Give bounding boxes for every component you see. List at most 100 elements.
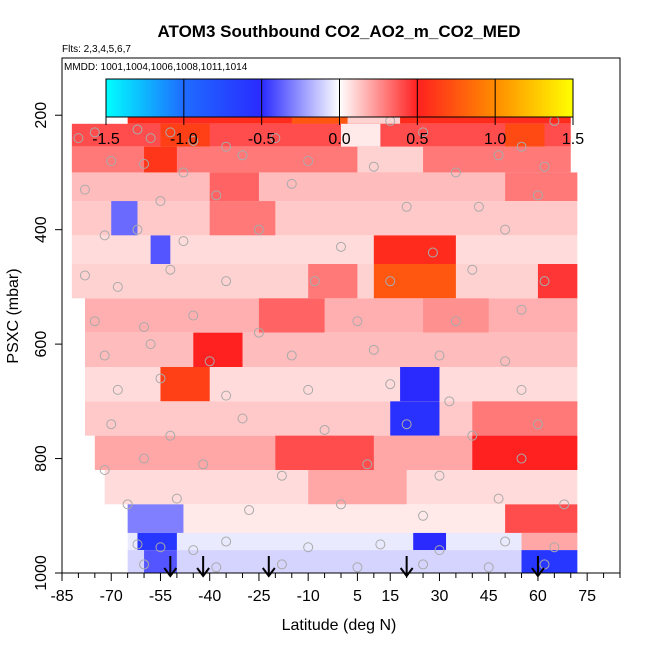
heatmap-cell — [209, 201, 276, 236]
heatmap-cell — [71, 201, 578, 236]
observation-point — [253, 224, 264, 235]
y-tick-label: 800 — [33, 445, 50, 472]
flight-arrow-head — [163, 567, 178, 578]
observation-point — [139, 158, 150, 169]
x-tick-label: -25 — [247, 588, 270, 605]
heatmap-cell — [160, 367, 210, 402]
observation-point — [165, 430, 176, 441]
x-tick-label: 60 — [529, 588, 547, 605]
observation-point — [89, 316, 100, 327]
observation-point — [79, 184, 90, 195]
observation-point — [434, 545, 445, 556]
heatmap-cell — [258, 298, 325, 333]
x-tick-label: 75 — [578, 588, 596, 605]
heatmap-cell — [505, 172, 578, 202]
observation-point — [493, 150, 504, 161]
observation-point — [532, 419, 543, 430]
observation-point — [559, 499, 570, 510]
observation-point — [112, 281, 123, 292]
observation-point — [434, 350, 445, 361]
heatmap-cell — [400, 367, 440, 402]
observation-points — [73, 115, 570, 573]
x-tick-label: 5 — [353, 588, 362, 605]
observation-point — [276, 470, 287, 481]
observation-point — [352, 562, 363, 573]
x-tick-label: -85 — [50, 588, 73, 605]
colorbar-ticks: -1.5 -1.0 -0.5 0.0 0.5 1.0 1.5 — [92, 79, 584, 148]
observation-point — [319, 424, 330, 435]
observation-point — [483, 562, 494, 573]
colorbar: -1.5 -1.0 -0.5 0.0 0.5 1.0 1.5 — [92, 78, 584, 148]
observation-point — [139, 321, 150, 332]
x-tick-label: -10 — [297, 588, 320, 605]
observation-point — [467, 264, 478, 275]
x-axis: -85 -70 -55 -40 -25 -10 5 15 30 45 60 75 — [50, 573, 621, 605]
observation-point — [303, 542, 314, 553]
observation-point — [99, 350, 110, 361]
colorbar-tick-label: -0.5 — [248, 131, 276, 148]
heatmap-cell — [308, 264, 358, 299]
y-tick-label: 200 — [33, 102, 50, 129]
observation-point — [532, 190, 543, 201]
observation-point — [309, 276, 320, 287]
x-tick-label: 30 — [431, 588, 449, 605]
heatmap-cell — [472, 435, 578, 470]
chart-title: ATOM3 Southbound CO2_AO2_m_CO2_MED — [157, 22, 520, 41]
flights-note: Flts: 2,3,4,5,6,7 — [62, 44, 131, 55]
observation-point — [473, 201, 484, 212]
observation-point — [204, 356, 215, 367]
observation-point — [237, 413, 248, 424]
observation-point — [450, 167, 461, 178]
flight-arrow-head — [261, 567, 276, 578]
observation-point — [188, 135, 199, 146]
observation-point — [155, 196, 166, 207]
observation-point — [79, 270, 90, 281]
y-tick-label: 600 — [33, 331, 50, 358]
observation-point — [99, 230, 110, 241]
observation-point — [418, 510, 429, 521]
observation-point — [368, 161, 379, 172]
heatmap-cell — [390, 401, 440, 436]
heatmap-cell — [505, 123, 545, 147]
heatmap-cell — [127, 550, 578, 573]
observation-point — [188, 310, 199, 321]
observation-point — [145, 133, 156, 144]
observation-point — [516, 384, 527, 395]
observation-point — [237, 150, 248, 161]
observation-point — [467, 430, 478, 441]
heatmap-cell — [275, 435, 374, 470]
observation-point — [516, 453, 527, 464]
x-tick-label: -40 — [198, 588, 221, 605]
observation-point — [418, 559, 429, 570]
observation-point — [516, 141, 527, 152]
observation-point — [165, 127, 176, 138]
observation-point — [139, 559, 150, 570]
heatmap-cell — [521, 550, 578, 573]
colorbar-tick-label: 1.5 — [562, 131, 584, 148]
colorbar-tick-label: 0.0 — [328, 131, 350, 148]
observation-point — [418, 127, 429, 138]
observation-point — [106, 156, 117, 166]
observation-point — [89, 127, 100, 138]
flight-arrow-head — [196, 567, 210, 578]
observation-point — [401, 419, 412, 430]
heatmap-cell — [537, 264, 578, 299]
flight-arrow — [261, 556, 276, 578]
heatmap-cell — [150, 235, 171, 264]
colorbar-tick-label: -1.0 — [170, 131, 198, 148]
heatmap-cell — [373, 264, 456, 299]
heatmap-cell — [521, 532, 578, 551]
observation-point — [450, 316, 461, 327]
x-tick-label: 45 — [480, 588, 498, 605]
heatmap-cell — [341, 123, 381, 147]
observation-point — [198, 459, 209, 470]
heatmap-cell — [71, 172, 578, 202]
heatmap-cell — [144, 146, 177, 173]
heatmap-cell — [84, 367, 578, 402]
heatmap-cell — [84, 298, 578, 333]
observation-point — [132, 224, 143, 235]
observation-point — [427, 247, 438, 258]
heatmap-cell — [413, 532, 447, 551]
heatmap-cell — [127, 504, 578, 533]
